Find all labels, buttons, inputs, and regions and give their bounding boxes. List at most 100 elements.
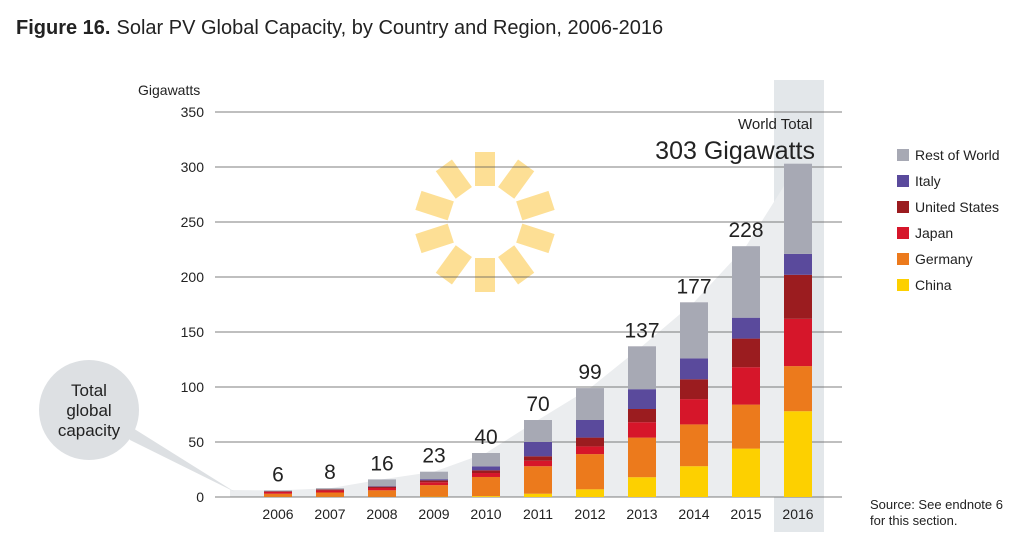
bar-segment — [368, 486, 396, 487]
legend-label: Germany — [915, 251, 973, 267]
total-label: 40 — [474, 426, 497, 449]
bar-segment — [628, 346, 656, 389]
bar-segment — [524, 461, 552, 467]
total-label: 70 — [526, 393, 549, 416]
x-tick-label: 2014 — [678, 506, 709, 522]
bar-segment — [576, 388, 604, 420]
bar-segment — [628, 409, 656, 422]
callout-text: capacity — [58, 421, 121, 440]
bar-segment — [680, 399, 708, 424]
y-tick-label: 200 — [181, 269, 205, 285]
bar-segment — [680, 358, 708, 379]
legend-label: Italy — [915, 173, 941, 189]
bar-segment — [576, 489, 604, 497]
bar-segment — [784, 275, 812, 319]
bar-segment — [420, 479, 448, 480]
bar-segment — [628, 477, 656, 497]
bar-segment — [316, 490, 344, 492]
bar-segment — [368, 479, 396, 486]
y-tick-label: 150 — [181, 324, 205, 340]
bar-segment — [784, 411, 812, 497]
title-text: Solar PV Global Capacity, by Country and… — [116, 17, 663, 39]
bar-segment — [368, 487, 396, 488]
y-tick-label: 350 — [181, 104, 205, 120]
bar-segment — [680, 379, 708, 399]
total-label: 99 — [578, 361, 601, 384]
bar-segment — [472, 473, 500, 477]
bar-segment — [524, 442, 552, 456]
bar-segment — [368, 488, 396, 490]
bar-segment — [732, 449, 760, 497]
bar-segment — [732, 367, 760, 404]
total-label: 177 — [676, 275, 711, 298]
bar-segment — [472, 466, 500, 470]
total-label: 6 — [272, 463, 284, 486]
total-label: 228 — [728, 219, 763, 242]
bar-segment — [576, 454, 604, 489]
annotation-total: 303 Gigawatts — [655, 137, 815, 165]
bar-segment — [784, 319, 812, 366]
bar-segment — [680, 466, 708, 497]
x-tick-label: 2009 — [418, 506, 449, 522]
x-tick-label: 2013 — [626, 506, 657, 522]
y-tick-label: 50 — [188, 434, 204, 450]
bar-segment — [732, 405, 760, 449]
callout-pointer — [120, 420, 235, 492]
bar-segment — [784, 164, 812, 254]
bar-segment — [628, 422, 656, 437]
bar-segment — [368, 490, 396, 497]
y-tick-label: 100 — [181, 379, 205, 395]
y-tick-label: 250 — [181, 214, 205, 230]
bar-segment — [420, 472, 448, 479]
bar-segment — [784, 366, 812, 411]
bar-segment — [420, 480, 448, 482]
bar-segment — [628, 438, 656, 478]
chart-title: Figure 16. Solar PV Global Capacity, by C… — [16, 17, 663, 39]
bar-segment — [784, 254, 812, 275]
bar-segment — [628, 389, 656, 409]
legend-swatch — [897, 253, 909, 265]
legend-swatch — [897, 149, 909, 161]
y-tick-label: 300 — [181, 159, 205, 175]
bar-segment — [316, 490, 344, 491]
x-tick-label: 2012 — [574, 506, 605, 522]
y-axis-label: Gigawatts — [138, 82, 200, 98]
x-tick-label: 2007 — [314, 506, 345, 522]
legend-swatch — [897, 175, 909, 187]
bar-segment — [316, 492, 344, 496]
bar-segment — [264, 491, 292, 492]
legend-swatch — [897, 279, 909, 291]
callout-text: global — [66, 401, 111, 420]
total-label: 8 — [324, 461, 336, 484]
x-tick-label: 2011 — [523, 506, 553, 522]
x-tick-label: 2015 — [730, 506, 761, 522]
title-prefix: Figure 16. — [16, 17, 110, 39]
callout-text: Total — [71, 381, 107, 400]
bar-segment — [524, 420, 552, 442]
bar-segment — [472, 453, 500, 466]
legend-label: United States — [915, 199, 999, 215]
bar-segment — [264, 494, 292, 497]
source-text: Source: See endnote 6 — [870, 497, 1003, 512]
legend-label: Japan — [915, 225, 953, 241]
bar-segment — [576, 420, 604, 438]
bar-segment — [264, 490, 292, 491]
bar-segment — [576, 446, 604, 454]
source-text: for this section. — [870, 513, 957, 528]
x-tick-label: 2016 — [782, 506, 813, 522]
legend-swatch — [897, 227, 909, 239]
y-tick-label: 0 — [196, 489, 204, 505]
bar-segment — [576, 438, 604, 447]
total-label: 16 — [370, 452, 393, 475]
x-tick-label: 2008 — [366, 506, 397, 522]
bar-segment — [732, 246, 760, 318]
total-label: 23 — [422, 445, 445, 468]
bar-segment — [732, 318, 760, 339]
bar-segment — [524, 494, 552, 497]
bar-segment — [264, 492, 292, 494]
bar-segment — [680, 302, 708, 358]
bar-segment — [316, 488, 344, 489]
bar-segment — [420, 485, 448, 497]
legend-swatch — [897, 201, 909, 213]
